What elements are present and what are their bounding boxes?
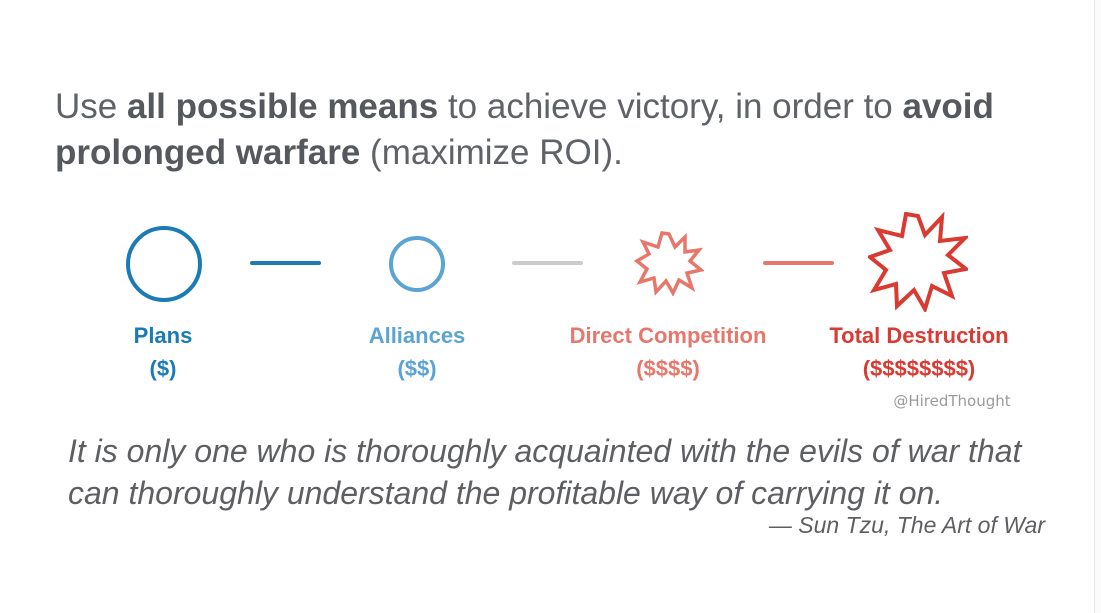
headline: Use all possible means to achieve victor… xyxy=(55,84,1045,176)
author-credit: @HiredThought xyxy=(893,392,1011,410)
stage-label-plans: Plans xyxy=(133,323,193,348)
circle-icon xyxy=(126,226,202,302)
burst-icon xyxy=(634,231,704,296)
circle-icon xyxy=(389,236,445,292)
headline-emphasis-1: all possible means xyxy=(126,87,439,126)
stage-cost-plans: ($) xyxy=(149,356,177,381)
headline-text-3: (maximize ROI). xyxy=(360,133,623,172)
stage-cost-direct-competition: ($$$$) xyxy=(636,356,700,381)
headline-emphasis-2: avoid prolonged warfare xyxy=(55,87,994,172)
headline-text-2: to achieve victory, in order to xyxy=(438,87,903,126)
burst-icon xyxy=(868,212,968,312)
connector-line xyxy=(250,261,321,265)
stage-label-direct-competition: Direct Competition xyxy=(569,323,767,348)
headline-text-1: Use xyxy=(55,87,127,126)
connector-line xyxy=(512,261,583,265)
quote-attribution: — Sun Tzu, The Art of War xyxy=(768,512,1045,538)
quote-text: It is only one who is thoroughly acquain… xyxy=(68,433,1022,511)
page-edge xyxy=(1094,0,1101,613)
stage-cost-total-destruction: ($$$$$$$$) xyxy=(862,356,976,381)
stage-label-total-destruction: Total Destruction xyxy=(829,323,1009,348)
stage-label-alliances: Alliances xyxy=(368,323,466,348)
escalation-diagram: Plans ($) Alliances ($$) Direct Competit… xyxy=(126,212,1009,381)
connector-line xyxy=(763,261,834,265)
stage-cost-alliances: ($$) xyxy=(397,356,437,381)
